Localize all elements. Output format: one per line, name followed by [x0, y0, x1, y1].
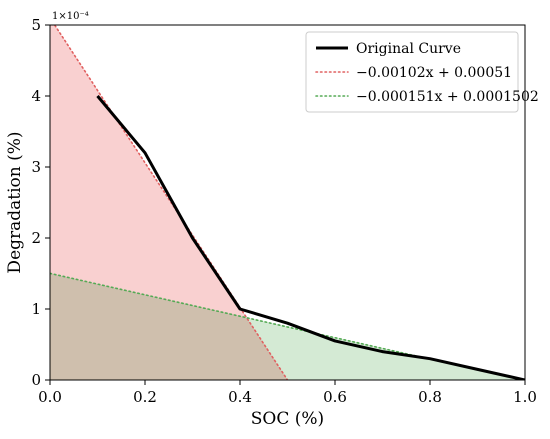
- x-tick-label: 0.4: [228, 388, 252, 406]
- series-line-1: [53, 25, 289, 380]
- legend-box: [305, 31, 519, 113]
- legend-label-2: −0.000151x + 0.0001502: [356, 89, 539, 105]
- y-tick-label: 3: [31, 158, 41, 176]
- x-tick-label: 0.2: [133, 388, 157, 406]
- x-tick-label: 1.0: [513, 388, 537, 406]
- series-lines: [50, 25, 525, 380]
- y-tick-label: 0: [31, 371, 41, 389]
- y-tick-label: 2: [31, 229, 41, 247]
- x-tick-label: 0.6: [323, 388, 347, 406]
- plot-frame: [49, 24, 526, 381]
- x-tick-label: 0.0: [38, 388, 62, 406]
- y-tick-label: 1: [31, 300, 41, 318]
- y-tick-label: 4: [31, 87, 41, 105]
- legend: Original Curve −0.00102x + 0.00051 −0.0001…: [305, 31, 539, 113]
- legend-label-0: Original Curve: [356, 41, 461, 57]
- legend-label-1: −0.00102x + 0.00051: [356, 65, 512, 81]
- x-axis-ticks: 0.0 0.2 0.4 0.6 0.8 1.0: [38, 380, 537, 406]
- x-axis-label: SOC (%): [251, 409, 324, 429]
- y-axis-multiplier: 1×10⁻⁴: [52, 11, 89, 22]
- x-tick-label: 0.8: [418, 388, 442, 406]
- series-line-0: [96, 95, 525, 380]
- y-tick-label: 5: [31, 16, 41, 34]
- y-axis-ticks: 0 1 2 3 4 5: [31, 16, 50, 389]
- y-axis-label: Degradation (%): [5, 131, 25, 273]
